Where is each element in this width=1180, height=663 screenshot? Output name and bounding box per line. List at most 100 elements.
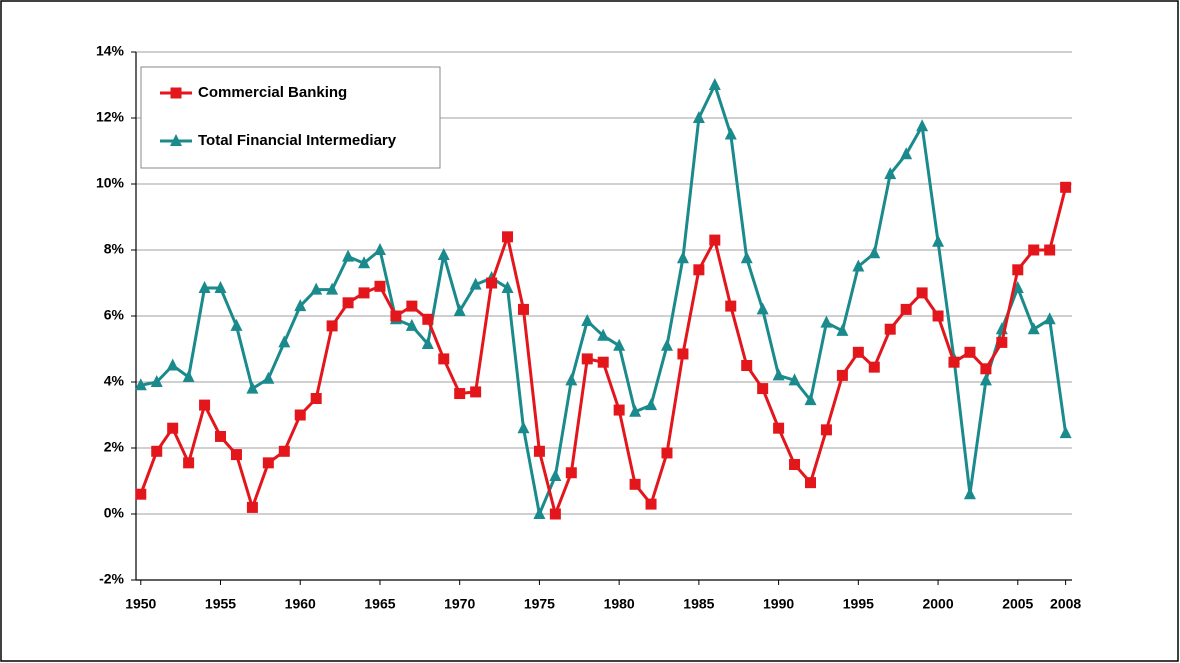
legend-marker <box>170 87 182 99</box>
marker <box>310 282 323 295</box>
marker <box>741 360 753 371</box>
marker <box>773 422 785 434</box>
marker <box>597 328 610 341</box>
marker <box>725 300 737 312</box>
marker <box>502 231 514 243</box>
marker <box>421 337 434 350</box>
marker <box>517 421 530 434</box>
marker <box>1012 264 1024 276</box>
marker <box>1028 244 1040 256</box>
marker <box>549 469 562 482</box>
y-tick-label: 10% <box>96 175 125 191</box>
marker <box>900 303 912 315</box>
y-tick-label: 12% <box>96 109 125 125</box>
marker <box>932 310 944 322</box>
marker <box>199 399 211 411</box>
marker <box>198 280 211 293</box>
y-tick-label: 2% <box>104 439 125 455</box>
x-tick-label: 1990 <box>763 596 794 612</box>
marker <box>278 445 290 457</box>
marker <box>438 353 450 365</box>
marker <box>756 302 769 315</box>
x-tick-label: 1955 <box>205 596 236 612</box>
marker <box>1044 244 1056 256</box>
y-tick-label: 14% <box>96 43 125 59</box>
x-tick-label: 1985 <box>683 596 714 612</box>
marker <box>310 393 322 404</box>
marker <box>294 409 306 421</box>
marker <box>469 277 482 290</box>
marker <box>230 449 242 461</box>
marker <box>454 388 466 400</box>
y-tick-label: -2% <box>99 571 124 587</box>
marker <box>565 467 577 479</box>
marker <box>996 336 1008 348</box>
marker <box>1043 312 1056 325</box>
marker <box>916 287 928 299</box>
marker <box>676 251 689 264</box>
marker <box>533 507 546 519</box>
marker <box>1059 426 1072 439</box>
marker <box>486 277 498 289</box>
marker <box>262 457 274 469</box>
marker <box>613 404 625 416</box>
marker <box>709 234 721 246</box>
marker <box>135 488 147 500</box>
y-tick-label: 8% <box>104 241 125 257</box>
marker <box>581 353 593 365</box>
marker <box>836 369 848 381</box>
marker <box>677 348 689 360</box>
y-tick-label: 6% <box>104 307 125 323</box>
marker <box>804 393 817 406</box>
marker <box>629 404 642 417</box>
marker <box>948 356 960 368</box>
marker <box>262 371 275 384</box>
marker <box>884 323 896 335</box>
legend-box <box>140 66 441 169</box>
marker <box>166 358 179 371</box>
marker <box>246 501 258 513</box>
marker <box>342 297 354 309</box>
marker <box>645 398 658 411</box>
marker <box>501 280 514 293</box>
marker <box>660 338 673 351</box>
marker <box>374 280 386 292</box>
marker <box>437 247 450 260</box>
marker <box>405 318 418 331</box>
y-tick-label: 0% <box>104 505 125 521</box>
x-tick-label: 2008 <box>1050 596 1081 612</box>
marker <box>692 111 705 123</box>
marker <box>167 422 179 434</box>
x-tick-label: 2000 <box>922 596 953 612</box>
marker <box>757 383 769 395</box>
marker <box>789 459 801 470</box>
marker <box>1027 322 1040 335</box>
marker <box>932 234 945 247</box>
marker <box>979 373 992 386</box>
marker <box>533 445 545 457</box>
marker <box>150 375 163 387</box>
legend-label: Total Financial Intermediary <box>198 132 397 149</box>
marker <box>868 361 880 373</box>
marker <box>980 363 992 375</box>
marker <box>629 478 641 490</box>
marker <box>390 310 402 322</box>
marker <box>278 335 291 348</box>
marker <box>134 378 147 391</box>
marker <box>453 304 466 317</box>
marker <box>470 386 482 398</box>
marker <box>326 282 339 295</box>
marker <box>358 256 371 269</box>
marker <box>358 287 370 299</box>
marker <box>852 346 864 358</box>
marker <box>645 498 657 510</box>
marker <box>964 346 976 358</box>
x-tick-label: 1995 <box>843 596 874 612</box>
x-tick-label: 1965 <box>364 596 395 612</box>
marker <box>916 119 929 132</box>
marker <box>884 167 897 180</box>
marker <box>406 300 418 312</box>
x-tick-label: 1950 <box>125 596 156 612</box>
marker <box>836 323 849 336</box>
